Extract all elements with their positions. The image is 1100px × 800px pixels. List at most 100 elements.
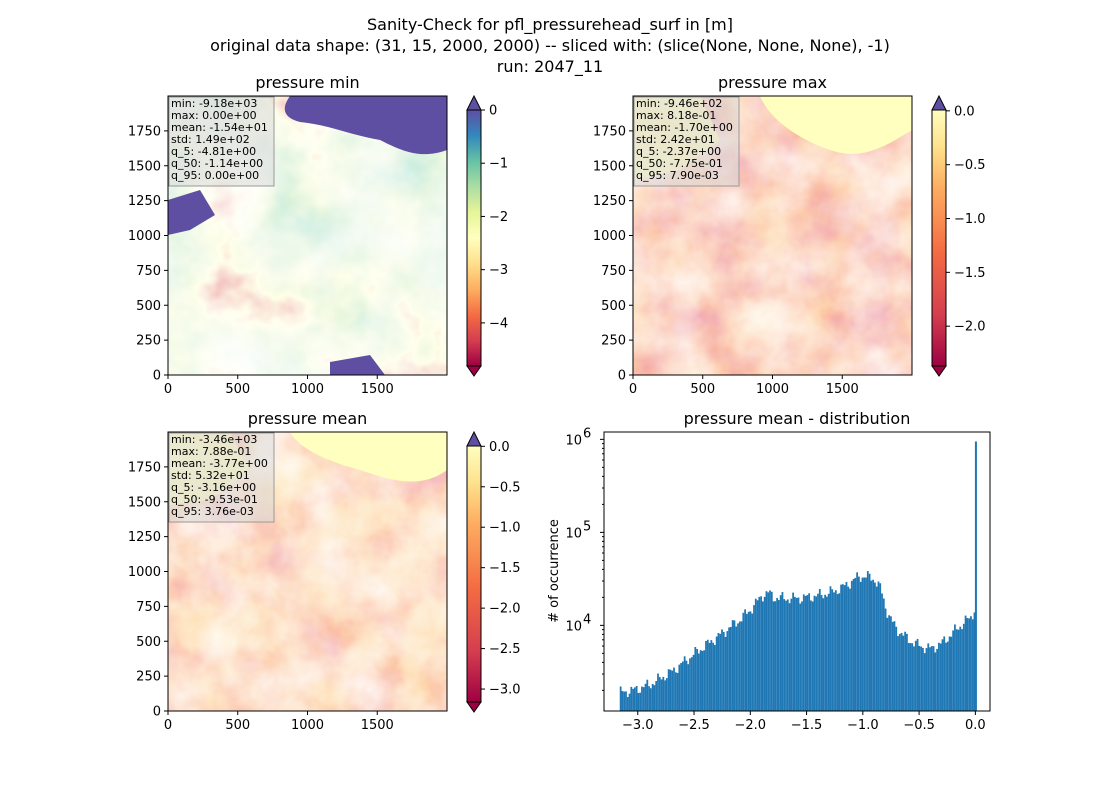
histogram-bar (865, 577, 867, 711)
histogram-bar (790, 598, 793, 711)
histogram-bar (914, 640, 917, 711)
colorbar-extend-bottom (466, 701, 482, 713)
panel-title: pressure min (255, 73, 359, 92)
histogram-bar (959, 626, 962, 711)
x-tick-label: 0 (164, 382, 172, 397)
stats-box-background (168, 96, 275, 187)
histogram-bar (962, 623, 965, 711)
histogram-bar (970, 616, 972, 711)
histogram-bar (858, 576, 860, 711)
histogram-bar (671, 670, 674, 711)
y-tick-label: 1250 (593, 194, 626, 209)
histogram-bar (756, 600, 759, 711)
stats-line: max: 7.88e-01 (171, 445, 251, 458)
histogram-bar (973, 612, 976, 711)
histogram-bar (674, 672, 677, 711)
histogram-bar (881, 593, 883, 711)
histogram-bar (676, 672, 679, 711)
histogram-bar (808, 593, 811, 711)
histogram-bar (763, 596, 766, 711)
histogram-bar (744, 609, 746, 711)
x-tick-label: −2.5 (678, 718, 710, 733)
histogram-bar (804, 595, 807, 711)
histogram-bar (861, 577, 864, 711)
colorbar-tick-label: −1.0 (489, 521, 521, 536)
histogram-bar (845, 581, 848, 711)
stats-line: q_50: -7.75e-01 (636, 157, 723, 170)
y-tick-label: 500 (136, 299, 161, 314)
y-tick-exponent: 4 (583, 612, 591, 627)
y-axis-label: # of occurrence (547, 519, 562, 623)
x-tick-label: 1500 (361, 382, 394, 397)
histogram-bar (726, 631, 729, 711)
histogram-bar (946, 641, 949, 711)
histogram-bar (948, 636, 951, 711)
histogram-bar (879, 583, 882, 711)
histogram-bar (781, 592, 784, 711)
histogram-bar (703, 650, 706, 711)
histogram-bar (811, 601, 814, 711)
histogram-bar (660, 679, 663, 711)
y-tick-label: 1000 (593, 229, 626, 244)
colorbar-tick-label: 0.0 (489, 440, 510, 455)
colorbar-tick-label: −1 (489, 157, 508, 172)
histogram-bar (687, 664, 690, 711)
stats-line: min: -9.46e+02 (636, 97, 722, 110)
histogram-bar (891, 621, 894, 711)
histogram-bar (913, 646, 915, 711)
histogram-bar (651, 683, 654, 711)
histogram-bar (827, 593, 830, 711)
stats-line: mean: -1.70e+00 (636, 121, 733, 134)
histogram-bar (783, 599, 786, 711)
y-tick-label: 10 (565, 526, 582, 541)
histogram-bar (920, 646, 923, 711)
y-tick-label: 1250 (128, 194, 161, 209)
histogram-bar (760, 596, 763, 711)
histogram-bar (794, 596, 796, 711)
y-axis: 0 250 500 750 1000 1250 1500 1750 (128, 124, 168, 384)
histogram-bar (943, 636, 946, 711)
histogram-bar (893, 621, 896, 711)
stats-line: min: -3.46e+03 (171, 433, 257, 446)
histogram-bar (934, 652, 937, 711)
histogram-bar (850, 580, 853, 711)
x-tick-label: 500 (225, 718, 250, 733)
histogram-bar (786, 599, 789, 711)
histogram-bar (653, 685, 656, 711)
x-tick-label: −3.0 (622, 718, 654, 733)
histogram-bar (929, 647, 931, 711)
histogram-bar (692, 654, 695, 711)
y-tick-label: 1500 (128, 159, 161, 174)
pale-region (290, 432, 447, 482)
histogram-bar (902, 635, 905, 711)
histogram-bar (635, 685, 638, 711)
x-tick-label: 500 (690, 382, 715, 397)
histogram-bar (745, 613, 748, 711)
histogram-bar (678, 664, 681, 711)
histogram-bar (897, 636, 899, 711)
histogram-bar (834, 590, 837, 711)
histogram-bar (699, 650, 702, 711)
histogram-bar (955, 629, 958, 711)
x-axis: −3.0 −2.5 −2.0 −1.5 −1.0 −0.5 0.0 (622, 711, 986, 733)
stats-line: q_95: 0.00e+00 (171, 169, 259, 182)
colorbar-tick-label: −2 (489, 210, 508, 225)
histogram-bar (797, 597, 800, 711)
stats-line: q_95: 3.76e-03 (171, 505, 254, 518)
histogram-bar (868, 573, 871, 711)
histogram-bar (708, 642, 711, 711)
histogram-bar (731, 620, 734, 711)
y-tick-label: 250 (601, 334, 626, 349)
colorbar-tick-label: 0.0 (954, 104, 975, 119)
figure-title-line-1: Sanity-Check for pfl_pressurehead_surf i… (367, 15, 733, 35)
histogram-bar (689, 658, 691, 711)
stats-line: q_95: 7.90e-03 (636, 169, 719, 182)
stats-line: q_50: -1.14e+00 (171, 157, 263, 170)
histogram-bar (895, 626, 898, 711)
colorbar-ticks: 0.0 −0.5 −1.0 −1.5 −2.0 −2.5 −3.0 (481, 440, 521, 698)
histogram-bar (847, 586, 850, 711)
histogram-bar (641, 686, 643, 711)
histogram-bar (817, 593, 819, 711)
